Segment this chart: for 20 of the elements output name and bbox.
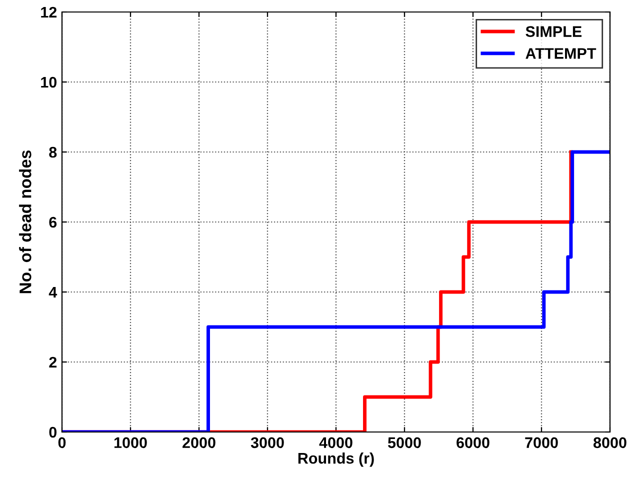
x-tick-label: 8000 bbox=[593, 437, 626, 448]
x-tick-label: 5000 bbox=[388, 437, 421, 448]
x-tick-label: 4000 bbox=[319, 437, 352, 448]
x-tick-label: 1000 bbox=[114, 437, 147, 448]
x-axis-title: Rounds (r) bbox=[298, 452, 374, 467]
x-tick-label: 7000 bbox=[525, 437, 558, 448]
legend-label: ATTEMPT bbox=[526, 48, 596, 59]
y-tick-label: 4 bbox=[48, 287, 58, 298]
y-tick-label: 0 bbox=[49, 426, 57, 438]
y-tick-label: 10 bbox=[41, 76, 57, 88]
x-tick-label: 6000 bbox=[456, 437, 490, 448]
y-axis-title: No. of dead nodes bbox=[19, 150, 32, 294]
x-tick-label: 0 bbox=[58, 437, 66, 448]
x-tick-label: 3000 bbox=[250, 437, 284, 448]
x-tick-label: 2000 bbox=[182, 437, 216, 448]
y-tick-label: 12 bbox=[41, 6, 57, 18]
legend-label: SIMPLE bbox=[526, 26, 582, 37]
y-tick-label: 2 bbox=[49, 356, 57, 368]
y-tick-label: 6 bbox=[49, 216, 57, 228]
y-tick-label: 8 bbox=[49, 146, 57, 158]
